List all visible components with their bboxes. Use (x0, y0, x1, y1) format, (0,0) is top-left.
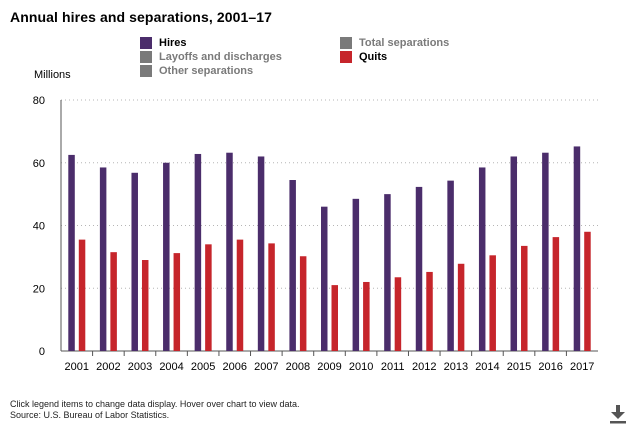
bar-hires-2017[interactable] (573, 146, 581, 351)
bar-hires-2013[interactable] (447, 180, 454, 351)
source-note: Source: U.S. Bureau of Labor Statistics. (10, 410, 170, 420)
legend-swatch-hires (140, 37, 152, 49)
bar-hires-2014[interactable] (478, 167, 486, 351)
x-tick-label: 2005 (191, 361, 215, 373)
bar-quits-2005[interactable] (205, 244, 212, 351)
bar-quits-2008[interactable] (299, 256, 307, 351)
bar-quits-2004[interactable] (173, 253, 181, 351)
bar-hires-2009[interactable] (321, 206, 328, 351)
bar-hires-2003[interactable] (131, 172, 138, 351)
x-tick-label: 2008 (286, 361, 310, 373)
bar-hires-2006[interactable] (226, 152, 233, 351)
bar-quits-2012[interactable] (426, 271, 433, 351)
x-tick-label: 2014 (475, 361, 499, 373)
bar-hires-2007[interactable] (257, 156, 265, 351)
x-tick-label: 2013 (444, 361, 468, 373)
legend-swatch-total-separations (340, 37, 352, 49)
bar-quits-2006[interactable] (236, 239, 244, 351)
x-tick-label: 2001 (65, 361, 89, 373)
bar-hires-2004[interactable] (163, 162, 170, 351)
bar-quits-2010[interactable] (363, 281, 370, 351)
bar-hires-2001[interactable] (68, 154, 75, 351)
legend-item-total-separations[interactable]: Total separations (340, 37, 449, 49)
bar-hires-2016[interactable] (542, 152, 549, 351)
legend-label-quits: Quits (359, 51, 388, 63)
x-tick-label: 2011 (381, 361, 405, 373)
bar-quits-2002[interactable] (110, 252, 117, 351)
legend-item-other-separations[interactable]: Other separations (140, 65, 253, 77)
legend-swatch-layoffs-and-discharges (140, 51, 152, 63)
x-tick-label: 2006 (222, 361, 246, 373)
bar-quits-2001[interactable] (78, 239, 86, 351)
bar-quits-2011[interactable] (394, 277, 402, 351)
y-tick-label: 0 (39, 346, 45, 358)
bar-hires-2011[interactable] (384, 194, 391, 351)
bar-quits-2013[interactable] (457, 263, 465, 351)
legend-swatch-other-separations (140, 65, 152, 77)
x-tick-label: 2010 (349, 361, 373, 373)
x-tick-label: 2015 (507, 361, 531, 373)
bar-hires-2008[interactable] (289, 180, 296, 351)
bar-quits-2003[interactable] (141, 260, 149, 351)
y-tick-label: 20 (33, 283, 45, 295)
legend-label-layoffs-and-discharges: Layoffs and discharges (159, 51, 282, 63)
bar-quits-2014[interactable] (489, 255, 496, 351)
chart-area[interactable]: 0 20 40 60 80 2001 2002 2003 2004 2005 2006 2007 200… (0, 0, 640, 390)
legend-item-hires[interactable]: Hires (140, 37, 187, 49)
legend-label-hires: Hires (159, 37, 187, 49)
y-axis-label: Millions (34, 69, 71, 81)
chart-instructions: Click legend items to change data displa… (10, 399, 300, 409)
x-tick-label: 2003 (128, 361, 152, 373)
bar-quits-2016[interactable] (552, 237, 560, 351)
x-tick-label: 2016 (538, 361, 562, 373)
legend-item-layoffs-and-discharges[interactable]: Layoffs and discharges (140, 51, 282, 63)
bar-quits-2017[interactable] (584, 231, 591, 351)
legend-label-total-separations: Total separations (359, 37, 450, 49)
y-tick-label: 80 (33, 95, 45, 107)
bar-quits-2009[interactable] (331, 285, 339, 351)
legend-item-quits[interactable]: Quits (340, 51, 387, 63)
bar-hires-2010[interactable] (352, 198, 360, 351)
x-tick-label: 2012 (412, 361, 436, 373)
x-tick-label: 2009 (317, 361, 341, 373)
bar-hires-2005[interactable] (194, 153, 202, 351)
bar-hires-2002[interactable] (99, 167, 107, 351)
y-tick-label: 60 (33, 158, 45, 170)
download-button[interactable] (609, 404, 627, 424)
chart-title: Annual hires and separations, 2001–17 (10, 9, 273, 25)
footnotes: Click legend items to change data displa… (10, 399, 299, 421)
x-tick-label: 2017 (570, 361, 594, 373)
bar-hires-2012[interactable] (415, 186, 423, 351)
x-tick-label: 2004 (159, 361, 183, 373)
x-tick-label: 2007 (254, 361, 278, 373)
bar-quits-2007[interactable] (268, 243, 275, 351)
x-tick-label: 2002 (96, 361, 120, 373)
download-icon (610, 405, 626, 424)
y-tick-label: 40 (33, 221, 45, 233)
legend-label-other-separations: Other separations (159, 65, 254, 77)
bar-hires-2015[interactable] (510, 156, 518, 351)
bar-quits-2015[interactable] (521, 245, 528, 351)
legend-swatch-quits (340, 51, 352, 63)
